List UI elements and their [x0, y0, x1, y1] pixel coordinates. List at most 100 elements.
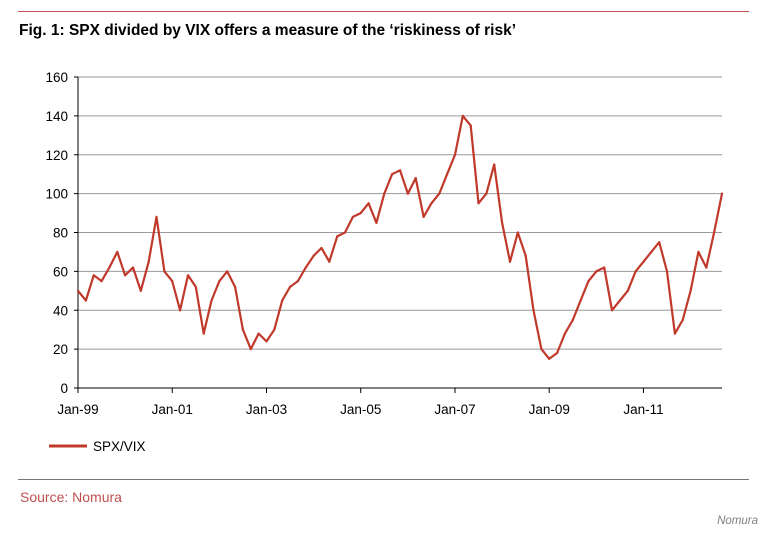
data-point [100, 280, 103, 283]
data-point [139, 289, 142, 292]
data-point [461, 114, 464, 117]
data-point [665, 270, 669, 273]
data-point [312, 254, 315, 257]
data-point [218, 280, 221, 283]
data-point [296, 280, 299, 283]
data-point [288, 285, 292, 288]
data-point [234, 285, 237, 288]
data-point [446, 173, 449, 176]
source-note: Source: Nomura [20, 489, 122, 505]
data-point [508, 260, 512, 263]
data-point [336, 235, 339, 238]
data-point [501, 221, 504, 224]
data-point [477, 202, 480, 205]
data-point [540, 348, 543, 351]
data-point [618, 299, 622, 302]
data-point [673, 332, 677, 335]
y-tick-label-100: 100 [45, 187, 68, 202]
data-point [304, 266, 307, 269]
data-point [414, 177, 417, 180]
data-point [367, 202, 370, 205]
data-point [422, 215, 425, 218]
data-point [595, 270, 598, 273]
data-point [202, 332, 205, 335]
data-point [179, 309, 182, 312]
data-point [281, 299, 284, 302]
data-point [556, 351, 559, 355]
data-point [375, 221, 378, 224]
data-point [343, 231, 347, 234]
data-point [273, 328, 276, 331]
data-point [226, 270, 229, 273]
data-point [705, 266, 708, 269]
y-tick-label-140: 140 [45, 109, 68, 124]
data-point [116, 250, 119, 253]
data-point [563, 332, 567, 335]
y-tick-label-20: 20 [53, 342, 68, 357]
y-tick-label-0: 0 [60, 381, 68, 396]
data-point [524, 254, 527, 257]
series-group [76, 114, 724, 360]
data-point [328, 260, 331, 263]
x-axis: Jan-99 Jan-01 Jan-03 Jan-05 Jan-07 Jan-09 Jan-… [57, 76, 722, 417]
data-point [108, 266, 111, 269]
legend: SPX/VIX [49, 439, 146, 454]
data-point [658, 241, 661, 244]
data-point [257, 332, 260, 335]
data-point [210, 299, 213, 302]
data-point [587, 280, 590, 283]
data-point [131, 266, 135, 269]
y-tick-label-120: 120 [45, 148, 68, 163]
y-tick-label-40: 40 [53, 303, 68, 318]
data-point [320, 246, 323, 250]
data-point [194, 285, 197, 288]
data-point [163, 270, 166, 273]
data-point [493, 163, 496, 166]
data-point [359, 212, 362, 215]
data-point [579, 299, 582, 302]
x-tick-label-Jan-05: Jan-05 [340, 402, 381, 417]
legend-label-spx-vix: SPX/VIX [93, 439, 146, 454]
data-point [453, 153, 457, 156]
data-point [84, 299, 87, 302]
data-point [697, 250, 700, 253]
data-point [642, 260, 645, 263]
y-axis-ticks: 0 20 40 60 80 100 120 140 160 [45, 70, 68, 396]
top-rule [18, 11, 749, 12]
data-point [469, 124, 472, 127]
data-point [571, 318, 574, 322]
credit-watermark: Nomura [717, 515, 758, 527]
y-tick-label-80: 80 [53, 226, 68, 241]
series-line-0 [77, 114, 724, 360]
x-tick-label-Jan-01: Jan-01 [152, 402, 193, 417]
data-point [516, 231, 519, 234]
data-point [406, 192, 409, 195]
data-point [532, 309, 535, 312]
data-point [155, 215, 158, 218]
x-tick-label-Jan-99: Jan-99 [57, 402, 98, 417]
data-point [650, 250, 653, 253]
data-point [76, 289, 80, 292]
x-tick-label-Jan-09: Jan-09 [529, 402, 570, 417]
data-point [265, 340, 268, 343]
x-tick-label-Jan-03: Jan-03 [246, 402, 287, 417]
data-point [391, 173, 394, 176]
data-point [430, 202, 433, 205]
data-point [147, 260, 150, 263]
data-point [92, 274, 95, 277]
chart-title: Fig. 1: SPX divided by VIX offers a meas… [19, 22, 517, 39]
data-point [249, 348, 252, 351]
y-tick-label-60: 60 [53, 264, 68, 279]
bottom-rule [18, 479, 749, 480]
grid-lines [78, 76, 722, 350]
data-point [485, 192, 488, 195]
data-point [610, 309, 614, 312]
data-point [171, 280, 174, 283]
y-tick-label-160: 160 [45, 70, 68, 85]
x-tick-label-Jan-11: Jan-11 [623, 402, 663, 417]
x-tick-label-Jan-07: Jan-07 [434, 402, 475, 417]
data-point [548, 357, 551, 360]
data-point [713, 231, 716, 234]
data-point [186, 274, 190, 277]
